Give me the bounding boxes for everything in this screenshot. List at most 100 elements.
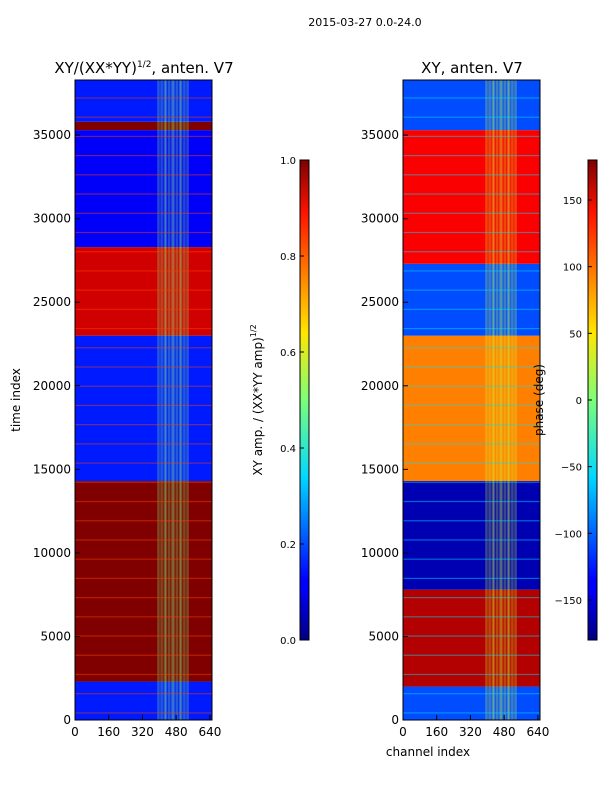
left-heatmap-row-stripe (75, 212, 212, 214)
left-heatmap-row-stripe (75, 654, 212, 656)
left-heatmap-row-stripe (75, 443, 212, 445)
right-heatmap-row-stripe (403, 539, 540, 541)
left-heatmap-band (75, 335, 212, 482)
right-colorbar-tick-label: 100 (563, 263, 582, 274)
left-heatmap-channel-stripe (183, 80, 186, 720)
left-colorbar-tick-label: 0.2 (280, 540, 296, 551)
right-heatmap-row-stripe (403, 193, 540, 195)
left-heatmap-row-stripe (75, 500, 212, 503)
right-y-tick-label: 35000 (361, 128, 399, 142)
left-colorbar-gradient (299, 159, 310, 641)
left-heatmap-row-stripe (75, 135, 212, 138)
right-heatmap-row-stripe (403, 520, 540, 522)
right-colorbar-tick-label: 150 (563, 196, 582, 207)
left-heatmap-row-stripe (75, 635, 212, 637)
right-heatmap-row-stripe (403, 481, 540, 483)
right-x-ticks: 0 160 320 480 640 (399, 715, 549, 739)
left-axes-frame (74, 79, 213, 721)
right-heatmap-band (403, 589, 540, 687)
left-heatmap-row-stripe (75, 231, 212, 234)
right-heatmap-row-stripe (403, 366, 540, 368)
right-colorbar-tick-label: 0 (576, 396, 582, 407)
right-heatmap-row-stripe (403, 558, 540, 560)
right-heatmap-band (403, 80, 540, 131)
left-heatmap-channel-stripe (172, 80, 175, 720)
right-heatmap-row-stripe (403, 212, 540, 214)
right-heatmap-row-stripe (403, 135, 540, 138)
right-heatmap-row-stripe (403, 251, 540, 253)
left-heatmap-row-stripe (75, 308, 212, 310)
right-heatmap-row-stripe (403, 347, 540, 349)
right-heatmap-row-stripe (403, 270, 540, 272)
right-heatmap-row-stripe (403, 635, 540, 637)
right-heatmap-row-stripe (403, 654, 540, 656)
left-heatmap-row-stripe (75, 251, 212, 253)
left-y-tick-label: 30000 (33, 212, 71, 226)
left-heatmap-channel-stripe (167, 80, 171, 720)
left-heatmap-row-stripe (75, 385, 212, 387)
right-heatmap-row-stripe (403, 693, 540, 695)
left-title: XY/(XX*YY)1/2, anten. V7 (54, 59, 233, 77)
right-colorbar-tick-label: −100 (555, 529, 582, 540)
left-y-tick-label: 20000 (33, 379, 71, 393)
left-x-tick-label: 320 (131, 725, 154, 739)
left-heatmap-channel-stripe (160, 80, 163, 720)
right-heatmap-row-stripe (403, 231, 540, 234)
right-heatmap-channel-stripe (514, 80, 517, 720)
right-panel: XY, anten. V7 0 160 320 480 640 0 5000 10000 15… (361, 59, 550, 759)
right-heatmap-row-stripe (403, 597, 540, 599)
left-heatmap-row-stripe (75, 327, 212, 330)
right-heatmap-row-stripe (403, 424, 540, 426)
right-heatmap-row-stripe (403, 97, 540, 99)
left-heatmap-row-stripe (75, 673, 212, 676)
left-y-tick-label: 25000 (33, 295, 71, 309)
right-y-tick-label: 25000 (361, 295, 399, 309)
left-x-tick-label: 160 (97, 725, 120, 739)
left-x-tick-label: 480 (165, 725, 188, 739)
left-heatmap-channel-stripe (178, 80, 182, 720)
right-x-axis-label: channel index (386, 745, 470, 759)
left-heatmap-row-stripe (75, 97, 212, 99)
right-colorbar-tick-label: −50 (561, 463, 582, 474)
right-heatmap-row-stripe (403, 385, 540, 387)
right-y-tick-label: 0 (391, 713, 399, 727)
right-heatmap-channel-stripe (503, 80, 507, 720)
left-heatmap-row-stripe (75, 558, 212, 560)
right-colorbar-tick-label: 50 (569, 329, 582, 340)
left-heatmap-row-stripe (75, 366, 212, 368)
left-heatmap-row-stripe (75, 193, 212, 195)
left-heatmap-band (75, 681, 212, 720)
left-colorbar-tick-label: 0.8 (280, 252, 296, 263)
left-colorbar-tick-label: 0.0 (280, 636, 296, 647)
right-heatmap-channel-stripe (500, 80, 503, 720)
right-heatmap-row-stripe (403, 308, 540, 310)
right-heatmap-row-stripe (403, 174, 540, 176)
right-heatmap-channel-stripe (491, 80, 495, 720)
left-y-tick-label: 0 (63, 713, 71, 727)
left-heatmap-channel-stripe (171, 80, 174, 720)
right-y-tick-label: 20000 (361, 379, 399, 393)
left-heatmap-row-stripe (75, 577, 212, 579)
left-heatmap-channel-stripe (163, 80, 167, 720)
right-heatmap-row-stripe (403, 616, 540, 618)
left-heatmap-band (75, 130, 212, 248)
left-heatmap-row-stripe (75, 155, 212, 157)
right-heatmap-row-stripe (403, 155, 540, 157)
right-x-tick-label: 640 (526, 725, 549, 739)
right-heatmap-row-stripe (403, 327, 540, 330)
right-heatmap-channel-stripe (506, 80, 510, 720)
right-x-tick-label: 160 (425, 725, 448, 739)
right-heatmap-channel-stripe (507, 80, 511, 720)
right-heatmap-row-stripe (403, 673, 540, 676)
right-y-tick-label: 5000 (368, 629, 399, 643)
left-heatmap-channel-stripe (164, 80, 168, 720)
right-heatmap-channel-stripe (495, 80, 499, 720)
left-y-axis-label: time index (9, 368, 23, 432)
left-heatmap-row-stripe (75, 539, 212, 541)
left-heatmap-row-stripe (75, 174, 212, 176)
left-heatmap-row-stripe (75, 462, 212, 464)
right-heatmap-channel-stripe (511, 80, 514, 720)
right-y-tick-label: 30000 (361, 212, 399, 226)
left-heatmap-row-stripe (75, 616, 212, 618)
right-heatmap-row-stripe (403, 712, 540, 714)
